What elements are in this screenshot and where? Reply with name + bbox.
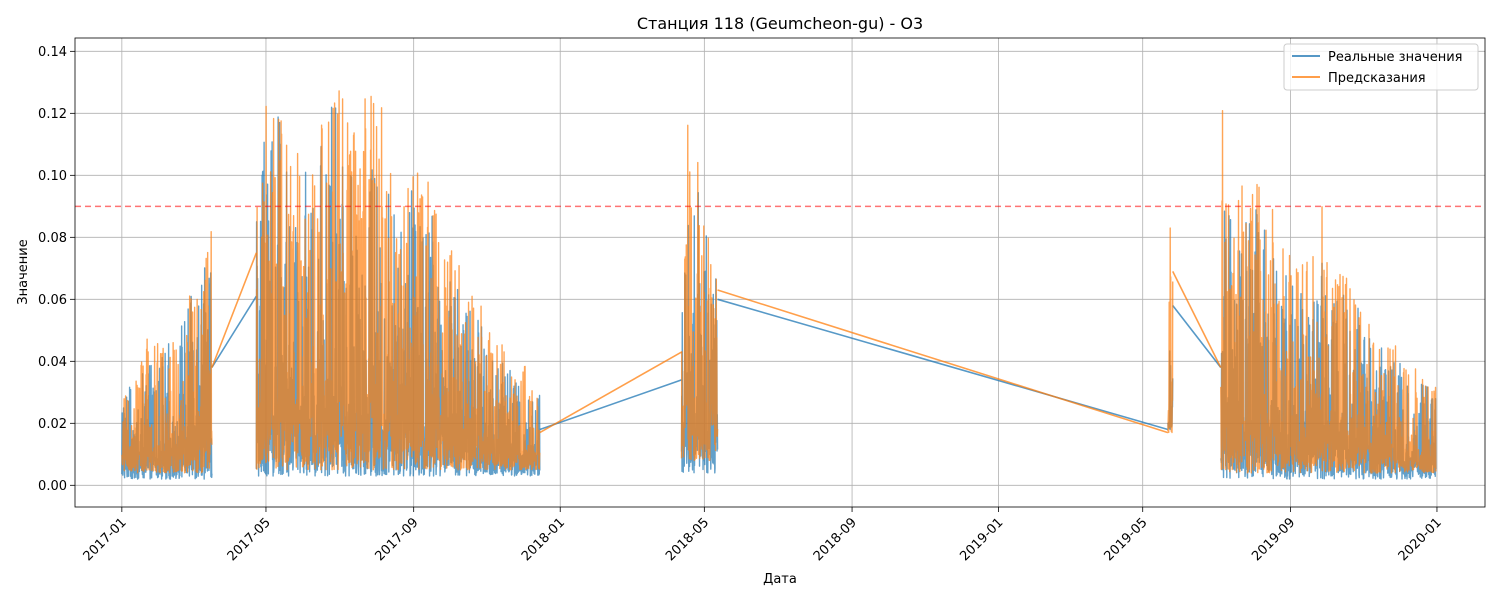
y-tick-label: 0.00 [38,479,67,494]
plot-frame [74,37,1486,508]
legend-box [1283,43,1479,91]
legend-label-actual: Реальные значения [1328,50,1463,65]
y-axis-title: Значение [16,239,31,304]
series-line-segment [1167,227,1174,434]
series-line-segment [1220,109,1437,474]
series-1 [121,90,1437,474]
y-tick-label: 0.10 [38,169,67,184]
series-gap-connector [539,351,682,434]
series-gap-connector [211,295,258,368]
series-gap-connector [539,379,682,431]
series-gap-connector [717,298,1169,431]
series-gap-connector [1172,305,1222,368]
chart-title: Станция 118 (Geumcheon-gu) - O3 [637,14,923,33]
series-layer [121,90,1437,480]
series-line-segment [680,124,719,462]
y-axis-ticks: 0.00 0.02 0.04 0.06 0.08 0.10 0.12 0.14 [38,45,75,494]
y-tick-label: 0.06 [38,293,67,308]
y-tick-label: 0.12 [38,107,67,122]
series-gap-connector [211,252,258,368]
series-gap-connector [1172,271,1222,368]
series-line-segment [121,231,213,474]
y-tick-label: 0.02 [38,417,67,432]
y-tick-label: 0.04 [38,355,67,370]
y-tick-label: 0.08 [38,231,67,246]
series-line-segment [680,192,719,474]
y-tick-label: 0.14 [38,45,67,60]
legend: Реальные значения Предсказания [1283,43,1479,91]
grid-lines [75,38,1485,507]
series-gap-connector [717,289,1169,434]
x-axis-title: Дата [763,572,797,587]
legend-label-predicted: Предсказания [1328,71,1426,86]
series-line-segment [255,90,541,471]
